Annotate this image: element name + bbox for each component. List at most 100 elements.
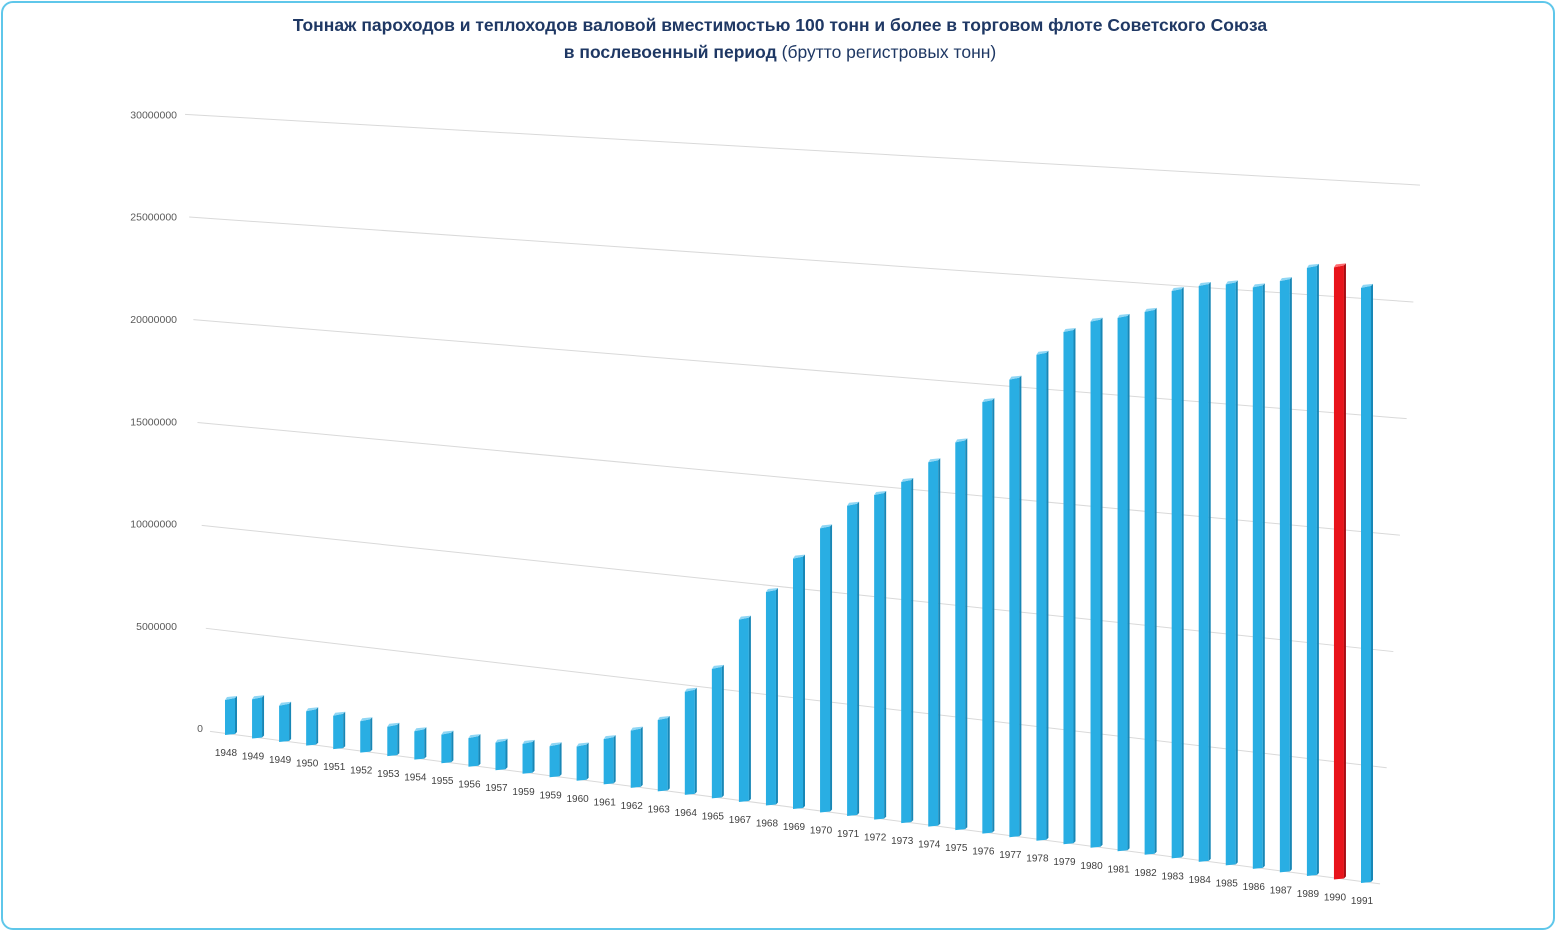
- x-tick-label: 1981: [1107, 864, 1130, 875]
- y-tick-label: 20000000: [130, 314, 177, 326]
- x-tick-label: 1968: [756, 818, 779, 829]
- bar: [306, 707, 319, 746]
- bar: [1117, 313, 1130, 852]
- bar: [1225, 280, 1238, 866]
- y-tick-label: 30000000: [130, 109, 177, 121]
- x-tick-label: 1977: [999, 850, 1022, 861]
- bar: [901, 478, 914, 824]
- x-tick-label: 1990: [1324, 892, 1347, 903]
- bar: [1144, 307, 1157, 855]
- y-tick-label: 15000000: [130, 416, 177, 428]
- gridline: [184, 113, 1421, 186]
- x-tick-label: 1955: [431, 776, 454, 787]
- x-tick-label: 1971: [837, 829, 860, 840]
- y-tick-label: 5000000: [136, 621, 177, 633]
- x-tick-label: 1951: [323, 762, 346, 773]
- bar: [1090, 317, 1103, 848]
- bar: [955, 438, 968, 831]
- gridline: [197, 421, 1401, 536]
- x-tick-label: 1991: [1351, 896, 1374, 907]
- x-tick-label: 1976: [972, 847, 995, 858]
- x-tick-label: 1973: [891, 836, 914, 847]
- bar: [793, 554, 805, 809]
- x-tick-label: 1972: [864, 833, 887, 844]
- bar: [360, 717, 373, 753]
- bar: [252, 695, 265, 739]
- chart-subtitle-units: (брутто регистровых тонн): [776, 42, 997, 62]
- x-tick-label: 1975: [945, 843, 968, 854]
- y-tick-label: 0: [197, 723, 203, 735]
- x-tick-label: 1963: [648, 804, 671, 815]
- x-tick-label: 1964: [675, 808, 698, 819]
- y-tick-label: 25000000: [130, 212, 177, 224]
- bar: [1361, 283, 1373, 883]
- bar: [603, 735, 616, 785]
- bar: [1171, 286, 1184, 859]
- x-tick-label: 1949: [242, 752, 265, 763]
- x-tick-label: 1987: [1270, 885, 1293, 896]
- bar: [225, 696, 237, 735]
- bar: [874, 491, 887, 820]
- x-tick-label: 1957: [485, 783, 508, 794]
- bar: [495, 738, 508, 771]
- bar: [468, 734, 481, 767]
- bar: [765, 588, 778, 806]
- bar: [657, 715, 670, 792]
- bar: [1036, 350, 1049, 841]
- chart-title-line1: Тоннаж пароходов и теплоходов валовой вм…: [292, 15, 1268, 35]
- chart-title: Тоннаж пароходов и теплоходов валовой вм…: [0, 12, 1560, 66]
- bar: [1252, 283, 1265, 869]
- x-tick-label: 1954: [404, 773, 427, 784]
- bar: [982, 398, 995, 834]
- x-tick-label: 1956: [458, 780, 481, 791]
- x-tick-label: 1986: [1243, 882, 1266, 893]
- x-tick-label: 1960: [566, 794, 589, 805]
- bar: [1279, 277, 1292, 873]
- bar: [414, 727, 427, 760]
- bar: [279, 701, 292, 743]
- x-tick-label: 1962: [621, 801, 644, 812]
- chart-title-line2-bold: в послевоенный период: [563, 42, 777, 62]
- x-tick-label: 1948: [215, 748, 238, 759]
- x-tick-label: 1982: [1134, 868, 1157, 879]
- bar: [820, 524, 833, 813]
- x-tick-label: 1984: [1189, 875, 1212, 886]
- x-tick-label: 1967: [729, 815, 752, 826]
- bar: [1198, 281, 1211, 862]
- bar: [576, 742, 589, 781]
- bar: [847, 501, 860, 817]
- bar: [441, 730, 454, 764]
- x-tick-label: 1959: [512, 787, 535, 798]
- gridline: [193, 319, 1407, 420]
- bar: [333, 711, 346, 750]
- bar: [387, 722, 400, 757]
- x-tick-label: 1959: [539, 790, 562, 801]
- x-tick-label: 1980: [1080, 861, 1103, 872]
- x-tick-label: 1983: [1162, 871, 1185, 882]
- x-tick-label: 1978: [1026, 854, 1049, 865]
- bar: [1009, 375, 1022, 838]
- y-tick-label: 10000000: [130, 519, 177, 531]
- bar: [1063, 328, 1076, 845]
- x-tick-label: 1974: [918, 840, 941, 851]
- x-tick-label: 1965: [702, 811, 725, 822]
- x-tick-label: 1961: [594, 797, 617, 808]
- bar: [630, 726, 643, 788]
- bar: [928, 458, 941, 827]
- bar: [549, 742, 562, 778]
- chart-title-line2: в послевоенный период (брутто регистровы…: [0, 39, 1560, 66]
- bar: [684, 687, 697, 795]
- bar: [711, 664, 724, 799]
- x-tick-label: 1985: [1216, 878, 1239, 889]
- x-tick-label: 1953: [377, 769, 400, 780]
- bar: [522, 739, 535, 774]
- x-tick-label: 1950: [296, 759, 319, 770]
- x-tick-label: 1952: [350, 766, 373, 777]
- x-tick-label: 1989: [1297, 889, 1320, 900]
- x-tick-label: 1949: [269, 755, 292, 766]
- x-tick-label: 1969: [783, 822, 806, 833]
- x-tick-label: 1979: [1053, 857, 1076, 868]
- bar: [738, 615, 751, 802]
